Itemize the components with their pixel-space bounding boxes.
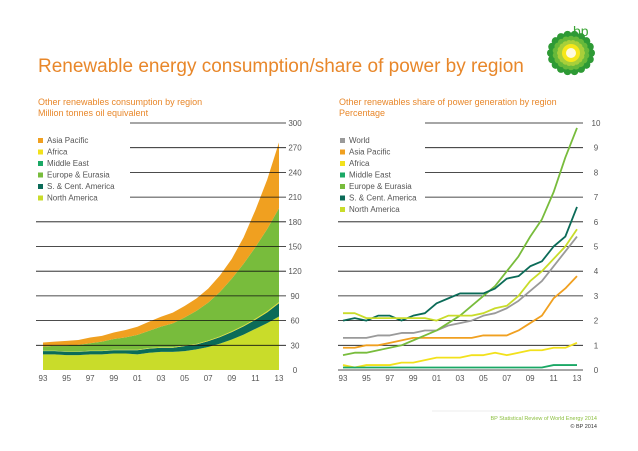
line-world xyxy=(343,236,578,339)
left-xtick-label: 11 xyxy=(251,374,260,383)
legend-swatch-africa xyxy=(340,161,345,166)
legend-swatch-s-cent-america xyxy=(38,184,43,189)
area-s-cent-america xyxy=(43,303,279,356)
left-xtick-label: 95 xyxy=(62,374,71,383)
line-north-america xyxy=(343,228,578,322)
legend-label-s-cent-america: S. & Cent. America xyxy=(349,194,417,203)
right-xtick-label: 01 xyxy=(432,374,441,383)
left-ytick-label: 180 xyxy=(288,218,302,227)
right-ytick-label: 6 xyxy=(594,218,599,227)
right-ytick-label: 10 xyxy=(592,119,601,128)
left-ytick-label: 270 xyxy=(288,144,302,153)
right-ytick-label: 1 xyxy=(594,341,599,350)
left-xtick-label: 03 xyxy=(157,374,166,383)
legend-swatch-asia-pacific xyxy=(38,138,43,143)
right-ytick-label: 7 xyxy=(594,193,599,202)
legend-label-europe-eurasia: Europe & Eurasia xyxy=(47,171,110,180)
line-middle-east xyxy=(343,364,577,369)
sunburst-petal xyxy=(578,46,585,53)
right-ytick-label: 3 xyxy=(594,292,599,301)
slide-title: Renewable energy consumption/share of po… xyxy=(38,56,524,77)
right-ytick-label: 4 xyxy=(594,267,599,276)
footer-source: BP Statistical Review of World Energy 20… xyxy=(491,416,598,422)
line-africa xyxy=(342,342,578,369)
left-ytick-label: 90 xyxy=(291,292,300,301)
left-ytick-label: 0 xyxy=(293,366,298,375)
left-ytick-label: 150 xyxy=(288,243,302,252)
legend-swatch-middle-east xyxy=(340,172,345,178)
left-ytick-label: 240 xyxy=(288,168,302,177)
right-xtick-label: 07 xyxy=(502,374,511,383)
left-xtick-label: 99 xyxy=(109,374,118,383)
right-xtick-label: 05 xyxy=(479,374,488,383)
legend-swatch-world xyxy=(340,138,345,143)
left-xtick-label: 97 xyxy=(86,374,95,383)
line-s-cent-america xyxy=(342,206,578,322)
left-ytick-label: 60 xyxy=(291,317,300,326)
left-xtick-label: 05 xyxy=(180,374,189,383)
left-xtick-label: 93 xyxy=(39,374,48,383)
legend-swatch-europe-eurasia xyxy=(38,172,43,178)
right-ytick-label: 5 xyxy=(594,243,599,252)
right-chart-unit: Percentage xyxy=(339,108,385,118)
legend-swatch-asia-pacific xyxy=(340,149,345,155)
legend-label-north-america: North America xyxy=(349,205,400,214)
legend-label-africa: Africa xyxy=(47,148,68,157)
left-ytick-label: 210 xyxy=(288,193,302,202)
legend-swatch-europe-eurasia xyxy=(340,184,345,189)
right-xtick-label: 09 xyxy=(526,374,535,383)
right-chart-title: Other renewables share of power generati… xyxy=(339,97,557,107)
left-chart-title: Other renewables consumption by region xyxy=(38,97,202,107)
legend-label-middle-east: Middle East xyxy=(349,171,392,180)
line-europe-eurasia xyxy=(342,127,578,357)
left-xtick-label: 09 xyxy=(227,374,236,383)
left-ytick-label: 120 xyxy=(288,267,302,276)
right-xtick-label: 97 xyxy=(385,374,394,383)
right-ytick-label: 8 xyxy=(594,168,599,177)
right-xtick-label: 99 xyxy=(409,374,418,383)
line-asia-pacific xyxy=(343,275,578,349)
legend-swatch-north-america xyxy=(38,195,43,201)
legend-label-world: World xyxy=(349,136,370,145)
legend-label-europe-eurasia: Europe & Eurasia xyxy=(349,182,412,191)
legend-label-north-america: North America xyxy=(47,194,98,203)
legend-label-middle-east: Middle East xyxy=(47,159,90,168)
legend-label-asia-pacific: Asia Pacific xyxy=(349,148,390,157)
left-ytick-label: 30 xyxy=(291,341,300,350)
sunburst-center xyxy=(566,48,576,58)
left-xtick-label: 13 xyxy=(275,374,284,383)
right-xtick-label: 13 xyxy=(573,374,582,383)
legend-label-asia-pacific: Asia Pacific xyxy=(47,136,88,145)
consumption-area-chart: 0 30 60 90 120 150 180 210 240 270 300 93 95 97 99 01 03… xyxy=(36,119,302,383)
legend-swatch-north-america xyxy=(340,207,345,212)
area-europe-eurasia xyxy=(43,208,279,352)
footer-copyright: © BP 2014 xyxy=(570,423,597,430)
left-ytick-label: 300 xyxy=(288,119,302,128)
right-ytick-label: 0 xyxy=(594,366,599,375)
right-xtick-label: 95 xyxy=(362,374,371,383)
legend-swatch-middle-east xyxy=(38,161,43,166)
left-xtick-label: 07 xyxy=(204,374,213,383)
legend-label-s-cent-america: S. & Cent. America xyxy=(47,182,115,191)
bp-logo: bp xyxy=(547,23,595,76)
right-xtick-label: 93 xyxy=(339,374,348,383)
legend-swatch-s-cent-america xyxy=(340,195,345,201)
area-layers xyxy=(43,142,279,370)
helios-sunburst-icon xyxy=(547,30,595,76)
right-ytick-label: 2 xyxy=(594,317,599,326)
right-ytick-label: 9 xyxy=(594,144,599,153)
right-xtick-label: 03 xyxy=(456,374,465,383)
legend-label-africa: Africa xyxy=(349,159,370,168)
left-chart-unit: Million tonnes oil equivalent xyxy=(38,108,149,118)
left-xtick-label: 01 xyxy=(133,374,142,383)
legend-swatch-africa xyxy=(38,149,43,155)
area-north-america xyxy=(43,316,279,370)
right-xtick-label: 11 xyxy=(549,374,558,383)
